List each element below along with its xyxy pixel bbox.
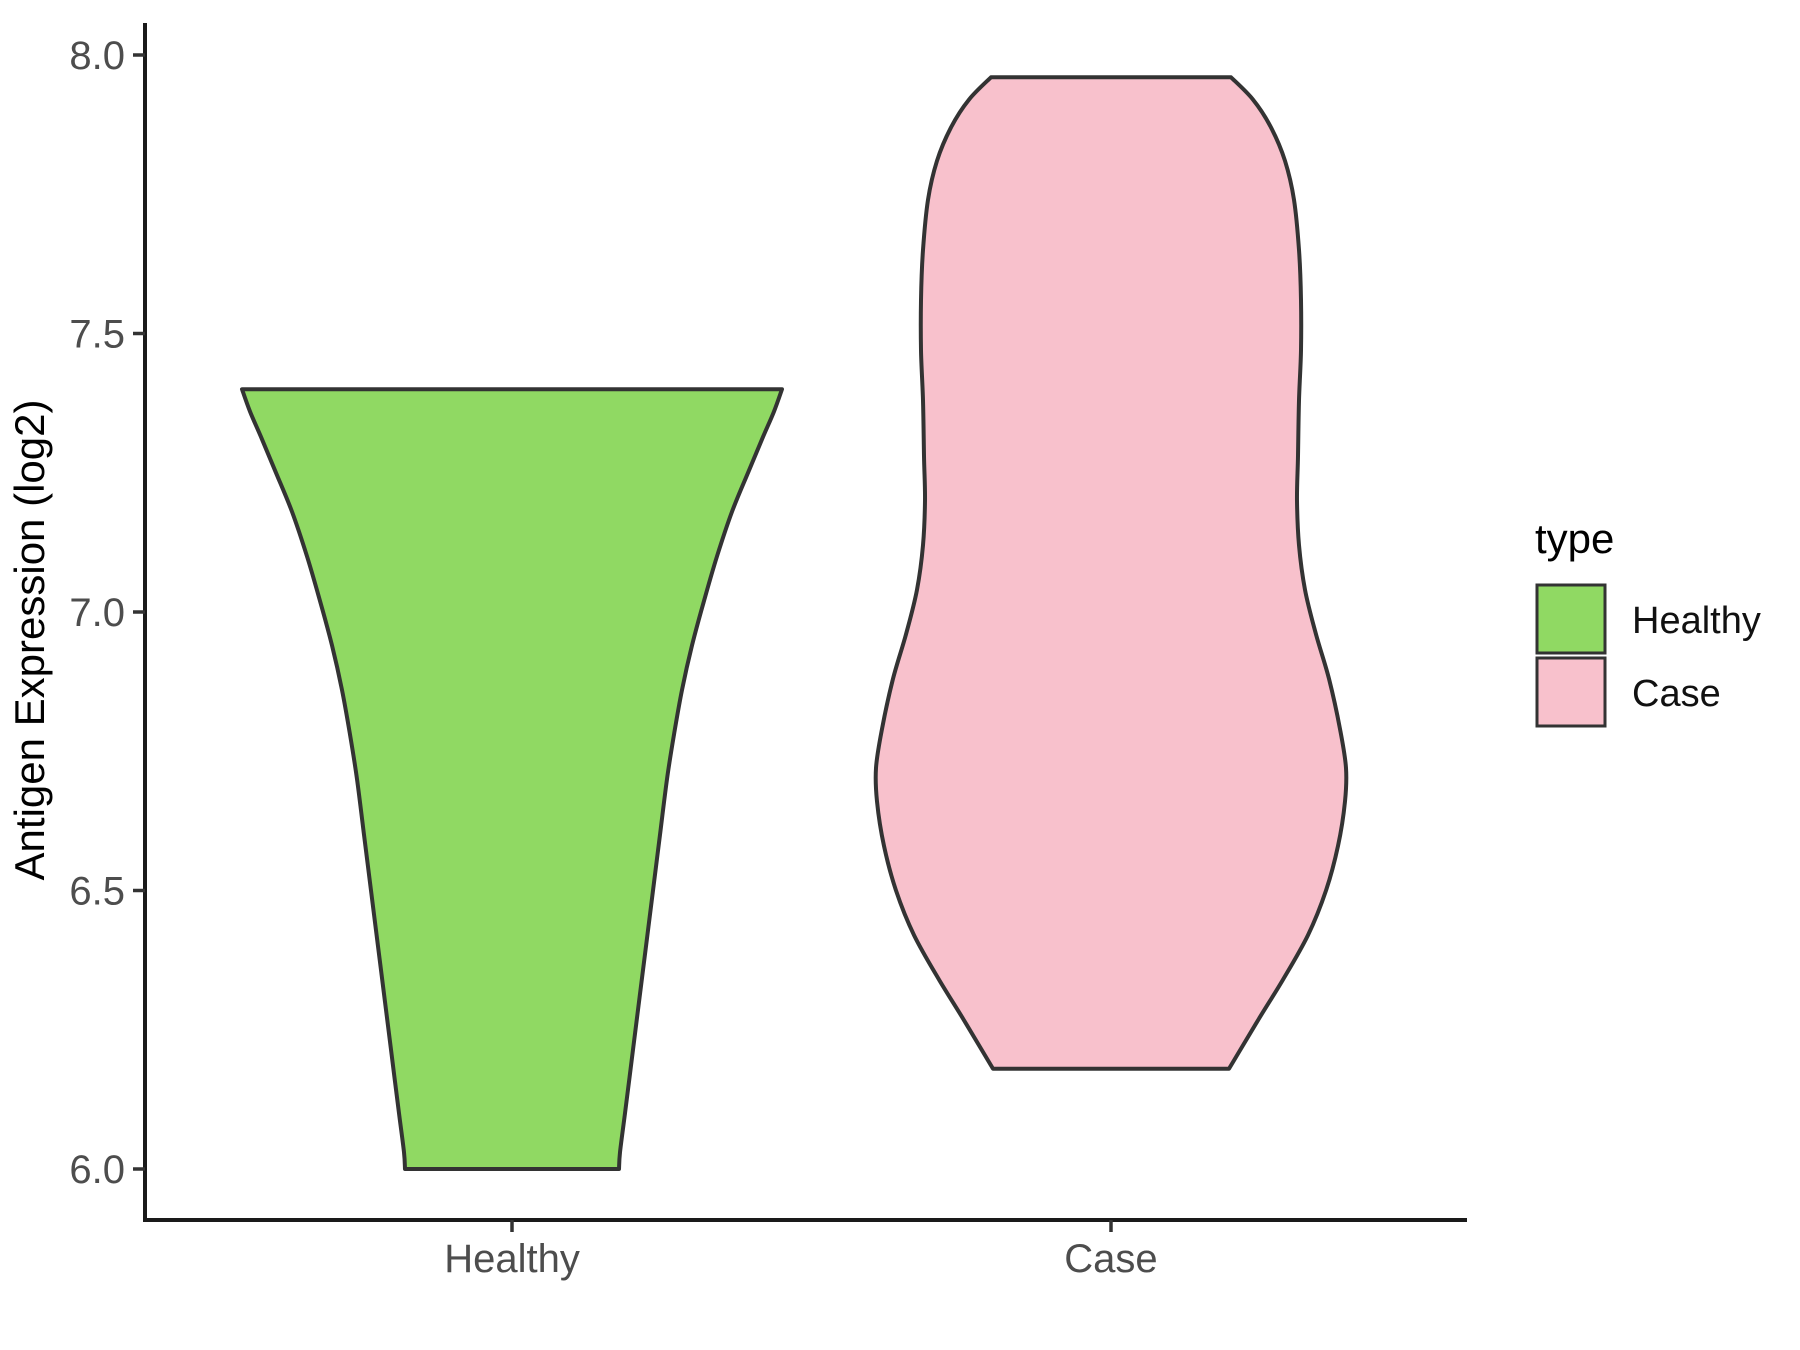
y-tick-label-7.0: 7.0 [69,591,125,635]
y-tick-label-6.0: 6.0 [69,1148,125,1192]
tick-marks-group [133,53,1113,1232]
violin-healthy [240,387,784,1171]
legend: type Healthy Case [1535,515,1761,728]
y-tick-labels: 8.0 7.5 7.0 6.5 6.0 [69,34,125,1192]
legend-key-healthy [1535,583,1607,655]
legend-label-case: Case [1632,673,1721,715]
legend-label-healthy: Healthy [1632,600,1761,642]
y-axis-title: Antigen Expression (log2) [6,400,53,881]
violin-case [873,75,1349,1071]
x-cat-label-healthy: Healthy [444,1237,580,1281]
x-cat-label-case: Case [1064,1237,1157,1281]
violins-group [240,75,1349,1171]
y-tick-label-7.5: 7.5 [69,313,125,357]
y-tick-label-6.5: 6.5 [69,870,125,914]
y-tick-label-8.0: 8.0 [69,34,125,78]
x-category-labels: Healthy Case [444,1237,1158,1281]
legend-key-case [1535,656,1607,728]
legend-title: type [1535,515,1614,562]
